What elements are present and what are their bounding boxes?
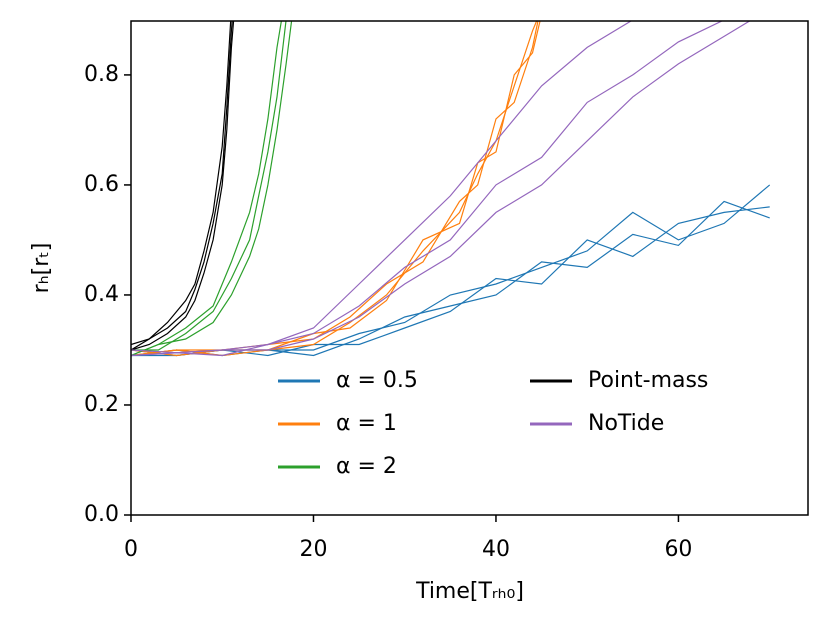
axes-frame	[130, 20, 809, 516]
y-tick-label: 0.2	[84, 392, 119, 417]
legend-label: α = 2	[336, 454, 397, 479]
series-line	[131, 21, 633, 357]
x-tick-label: 20	[299, 537, 327, 562]
series-line	[131, 21, 724, 357]
legend-label: α = 1	[336, 411, 397, 436]
legend-label: α = 0.5	[336, 368, 418, 393]
x-tick-label: 0	[124, 537, 138, 562]
y-tick-label: 0.0	[84, 502, 119, 527]
y-tick-label: 0.4	[84, 282, 119, 307]
legend-label: Point-mass	[588, 368, 708, 393]
series-line	[131, 21, 233, 346]
series-line	[131, 21, 751, 357]
series-line	[131, 21, 282, 357]
x-axis-label: Time[Tᵣₕ₀]	[415, 579, 524, 604]
series-line	[131, 21, 232, 351]
series-line	[131, 21, 287, 351]
x-tick-label: 60	[664, 537, 692, 562]
x-tick-label: 40	[482, 537, 510, 562]
series-line	[131, 206, 770, 357]
legend-label: NoTide	[588, 411, 664, 436]
y-axis-label: rₕ[rₜ]	[29, 243, 54, 294]
series-line	[131, 21, 235, 351]
series-line	[131, 200, 770, 357]
y-tick-label: 0.8	[84, 62, 119, 87]
plot-area	[131, 21, 771, 357]
series-line	[131, 21, 293, 357]
series-line	[131, 184, 771, 357]
series-line	[131, 21, 539, 357]
y-tick-label: 0.6	[84, 172, 119, 197]
